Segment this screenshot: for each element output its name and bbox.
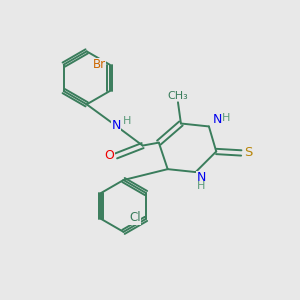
Text: N: N [196, 172, 206, 184]
Text: N: N [112, 119, 121, 132]
Text: O: O [105, 149, 115, 162]
Text: N: N [212, 113, 222, 127]
Text: CH₃: CH₃ [168, 91, 188, 101]
Text: Cl: Cl [129, 211, 141, 224]
Text: S: S [244, 146, 253, 159]
Text: H: H [197, 181, 205, 191]
Text: H: H [123, 116, 131, 126]
Text: Br: Br [93, 58, 106, 71]
Text: H: H [222, 112, 231, 123]
